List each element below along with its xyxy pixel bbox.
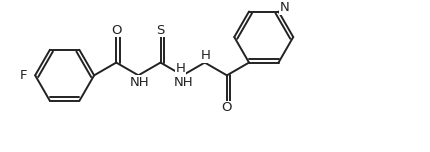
- Text: N: N: [280, 1, 289, 14]
- Text: O: O: [111, 24, 122, 37]
- Text: O: O: [221, 101, 232, 114]
- Text: F: F: [20, 69, 27, 82]
- Text: NH: NH: [129, 76, 149, 89]
- Text: S: S: [157, 24, 165, 37]
- Text: H: H: [176, 62, 186, 75]
- Text: H: H: [201, 49, 211, 62]
- Text: NH: NH: [174, 76, 194, 89]
